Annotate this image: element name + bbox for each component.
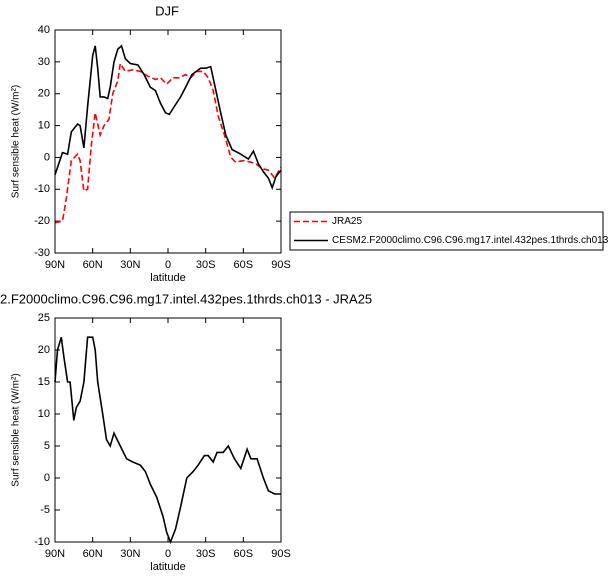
x-tick-label: 30N <box>120 259 140 271</box>
x-tick-label: 30S <box>196 548 216 560</box>
y-tick-label: 10 <box>38 119 50 131</box>
data-line <box>54 44 282 191</box>
x-tick-label: 0 <box>165 548 171 560</box>
data-line <box>54 61 282 224</box>
plot-frame <box>54 29 282 254</box>
chart-title: 2.F2000climo.C96.C96.mg17.intel.432pes.1… <box>0 291 372 306</box>
y-tick-label: 30 <box>38 56 50 68</box>
y-tick-label: 5 <box>44 440 50 452</box>
x-tick-label: 30N <box>120 548 140 560</box>
x-tick-label: 90S <box>271 548 291 560</box>
y-tick-label: 20 <box>38 344 50 356</box>
y-tick-label: 25 <box>38 312 50 324</box>
x-tick-label: 90S <box>271 259 291 271</box>
x-tick-label: 60S <box>234 548 254 560</box>
y-tick-label: 15 <box>38 376 50 388</box>
y-tick-label: 10 <box>38 408 50 420</box>
y-tick-label: 40 <box>38 24 50 36</box>
y-tick-label: 20 <box>38 88 50 100</box>
y-tick-label: -10 <box>34 536 50 548</box>
legend-box <box>289 211 604 251</box>
x-tick-label: 90N <box>45 548 65 560</box>
y-tick-label: 0 <box>44 151 50 163</box>
x-tick-label: 60S <box>234 259 254 271</box>
chart-title: DJF <box>155 3 179 18</box>
plot-frame <box>54 317 282 543</box>
y-tick-label: 0 <box>44 472 50 484</box>
y-axis-label: Surf sensible heat (W/m²) <box>11 85 22 198</box>
y-tick-label: -5 <box>40 504 50 516</box>
x-axis-label: latitude <box>150 272 185 284</box>
x-tick-label: 90N <box>45 259 65 271</box>
y-tick-label: -10 <box>34 183 50 195</box>
y-axis-label: Surf sensible heat (W/m²) <box>11 373 22 486</box>
x-tick-label: 30S <box>196 259 216 271</box>
legend-label: JRA25 <box>332 216 362 227</box>
x-tick-label: 60N <box>83 548 103 560</box>
x-tick-label: 60N <box>83 259 103 271</box>
legend-label: CESM2.F2000climo.C96.C96.mg17.intel.432p… <box>332 235 609 246</box>
data-line <box>54 336 281 545</box>
y-tick-label: -30 <box>34 247 50 259</box>
x-axis-label: latitude <box>150 561 185 573</box>
y-tick-label: -20 <box>34 215 50 227</box>
x-tick-label: 0 <box>165 259 171 271</box>
